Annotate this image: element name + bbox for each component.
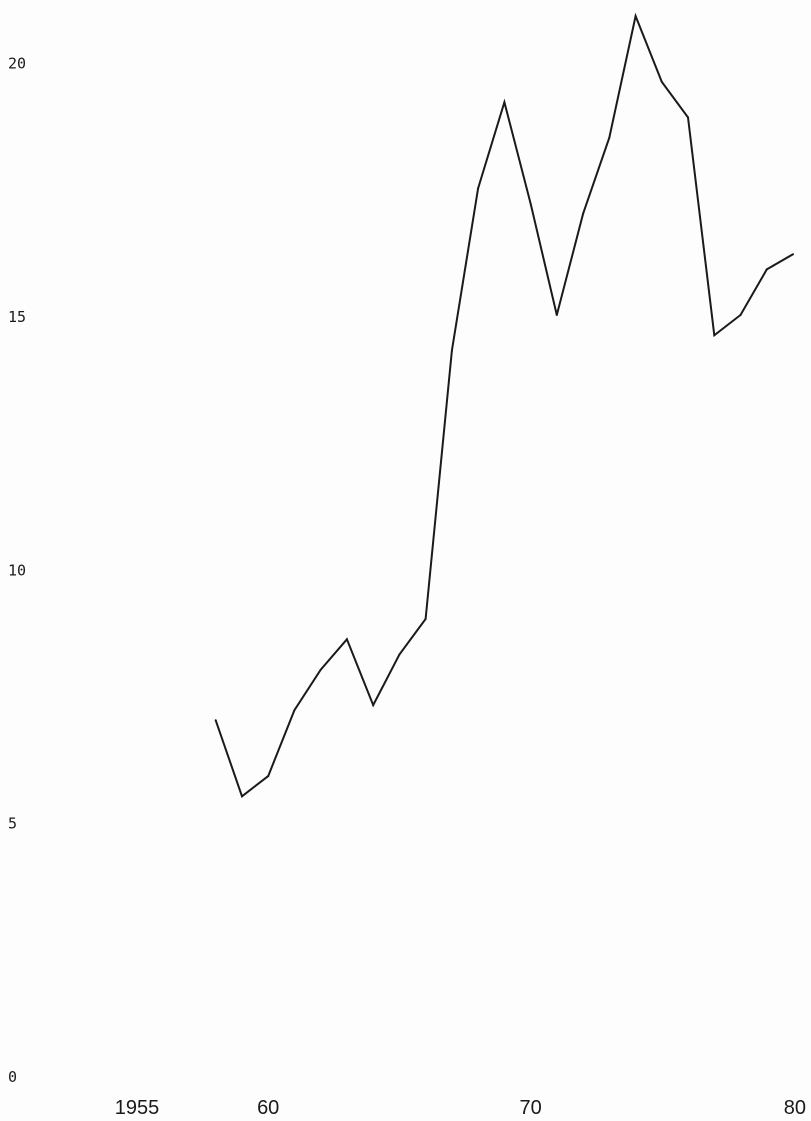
data-point-1975: [660, 80, 663, 83]
data-point-1963: [345, 638, 348, 641]
data-point-1967: [450, 349, 453, 352]
y-axis-tick-labels: 0 5 10 15 20: [8, 55, 26, 1086]
data-point-1962: [319, 668, 322, 671]
x-tick-label-1955: 1955: [115, 1097, 160, 1119]
data-point-1966: [424, 618, 427, 620]
data-point-1964: [372, 704, 375, 707]
y-tick-label-0: 0: [8, 1068, 17, 1086]
y-tick-label-15: 15: [8, 308, 26, 326]
y-tick-label-5: 5: [8, 815, 17, 833]
data-point-1958: [214, 719, 217, 722]
data-point-1972: [582, 212, 585, 215]
data-point-1976: [687, 116, 689, 119]
x-tick-label-60: 60: [257, 1097, 279, 1119]
data-point-1959: [241, 795, 243, 798]
data-point-1979: [765, 268, 768, 271]
data-point-1961: [293, 709, 296, 712]
data-point-1974: [634, 15, 637, 18]
data-point-1971: [555, 314, 558, 316]
series-group: [214, 12, 794, 798]
x-tick-label-80: 80: [784, 1097, 806, 1119]
data-point-1978: [739, 314, 742, 316]
data-point-1969: [503, 101, 506, 104]
data-point-1960: [267, 775, 270, 778]
y-tick-label-20: 20: [8, 55, 26, 73]
x-tick-label-70: 70: [519, 1097, 541, 1119]
data-point-1980: [792, 253, 794, 256]
data-point-1965: [398, 653, 401, 656]
data-point-1968: [477, 187, 480, 190]
y-tick-label-10: 10: [8, 561, 26, 579]
data-point-1970: [529, 202, 532, 205]
x-axis-tick-labels: 1955 60 70 80: [115, 1097, 806, 1119]
series-line-0: [214, 12, 794, 798]
data-point-1977: [713, 334, 716, 337]
data-point-1973: [608, 136, 611, 139]
